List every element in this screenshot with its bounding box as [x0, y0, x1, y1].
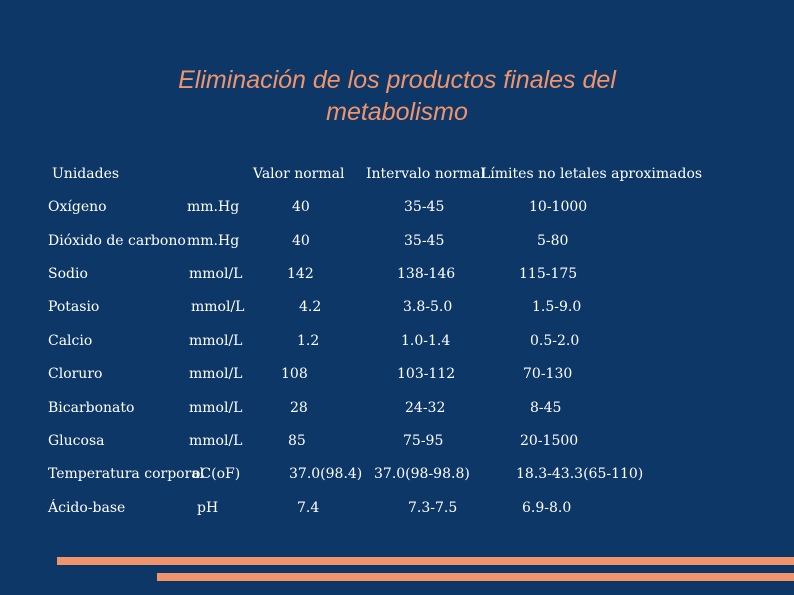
row-normal: 40 — [292, 233, 310, 249]
row-limits: 1.5-9.0 — [532, 299, 582, 315]
row-normal: 142 — [287, 266, 314, 282]
row-normal: 85 — [288, 433, 306, 449]
row-name: Ácido-base — [48, 500, 126, 516]
row-limits: 70-130 — [523, 366, 573, 382]
row-name: Dióxido de carbono — [48, 233, 186, 249]
row-interval: 1.0-1.4 — [401, 333, 451, 349]
row-unit: mm.Hg — [187, 199, 240, 215]
row-unit: mmol/L — [189, 266, 243, 282]
row-name: Sodio — [48, 266, 88, 282]
row-interval: 3.8-5.0 — [403, 299, 453, 315]
row-limits: 6.9-8.0 — [522, 500, 572, 516]
row-interval: 75-95 — [403, 433, 444, 449]
row-unit: oC(oF) — [192, 466, 241, 482]
row-limits: 20-1500 — [520, 433, 579, 449]
header-normal-interval: Intervalo normal — [366, 166, 485, 182]
decorative-bar-lower — [157, 573, 794, 581]
row-limits: 0.5-2.0 — [530, 333, 580, 349]
slide-title: Eliminación de los productos finales del… — [0, 64, 794, 128]
row-normal: 7.4 — [297, 500, 320, 516]
row-unit: mmol/L — [191, 299, 245, 315]
row-interval: 7.3-7.5 — [408, 500, 458, 516]
row-limits: 10-1000 — [529, 199, 588, 215]
row-normal: 37.0(98.4) — [289, 466, 363, 482]
row-normal: 1.2 — [297, 333, 320, 349]
row-interval: 24-32 — [405, 400, 446, 416]
slide-title-line-1: Eliminación de los productos finales del — [178, 66, 616, 94]
row-name: Cloruro — [48, 366, 103, 382]
row-name: Bicarbonato — [48, 400, 135, 416]
row-unit: mmol/L — [189, 433, 243, 449]
row-unit: mm.Hg — [187, 233, 240, 249]
row-name: Calcio — [48, 333, 93, 349]
row-name: Oxígeno — [48, 199, 107, 215]
row-limits: 8-45 — [530, 400, 562, 416]
header-normal-value: Valor normal — [253, 166, 345, 182]
slide-title-line-2: metabolismo — [326, 98, 468, 126]
row-name: Potasio — [48, 299, 100, 315]
row-unit: pH — [197, 500, 219, 516]
row-unit: mmol/L — [189, 333, 243, 349]
row-interval: 35-45 — [404, 233, 445, 249]
row-normal: 4.2 — [299, 299, 322, 315]
row-interval: 37.0(98-98.8) — [374, 466, 470, 482]
row-unit: mmol/L — [189, 400, 243, 416]
row-name: Temperatura corporal — [48, 466, 205, 482]
row-name: Glucosa — [48, 433, 105, 449]
row-normal: 40 — [292, 199, 310, 215]
row-limits: 18.3-43.3(65-110) — [516, 466, 644, 482]
row-limits: 115-175 — [519, 266, 578, 282]
row-unit: mmol/L — [189, 366, 243, 382]
row-limits: 5-80 — [537, 233, 569, 249]
row-interval: 138-146 — [397, 266, 456, 282]
row-interval: 103-112 — [397, 366, 456, 382]
row-normal: 108 — [281, 366, 308, 382]
header-units: Unidades — [52, 166, 120, 182]
decorative-bar-upper — [57, 557, 794, 565]
row-interval: 35-45 — [404, 199, 445, 215]
row-normal: 28 — [290, 400, 308, 416]
header-nonlethal-limits: Límites no letales aproximados — [481, 166, 703, 182]
